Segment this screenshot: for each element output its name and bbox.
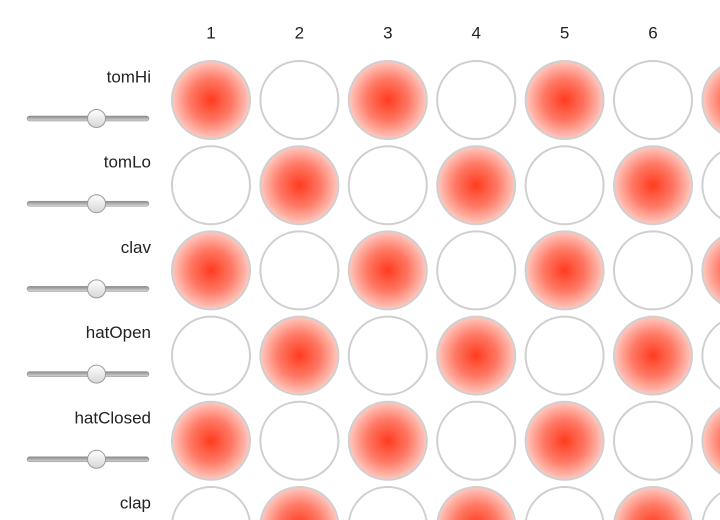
step-pad[interactable] bbox=[259, 486, 339, 520]
step-pad[interactable] bbox=[347, 400, 428, 481]
step-pad[interactable] bbox=[171, 486, 251, 520]
step-pad[interactable] bbox=[436, 486, 516, 520]
step-pad[interactable] bbox=[436, 145, 517, 226]
step-pad[interactable] bbox=[701, 146, 720, 224]
step-pad[interactable] bbox=[171, 60, 251, 140]
volume-slider-knob[interactable] bbox=[87, 364, 107, 384]
step-pad[interactable] bbox=[524, 400, 605, 481]
step-pad[interactable] bbox=[524, 230, 605, 311]
track-name: tomLo bbox=[104, 153, 151, 172]
track-name: clap bbox=[120, 493, 151, 512]
step-pad[interactable] bbox=[436, 315, 517, 396]
step-pad[interactable] bbox=[613, 145, 693, 226]
step-pad[interactable] bbox=[171, 230, 251, 311]
step-pad[interactable] bbox=[701, 487, 720, 520]
step-pad[interactable] bbox=[259, 60, 340, 140]
step-pad[interactable] bbox=[701, 402, 720, 480]
step-pad[interactable] bbox=[347, 145, 428, 226]
step-pad[interactable] bbox=[613, 315, 693, 396]
step-pad[interactable] bbox=[701, 317, 720, 395]
volume-slider-knob[interactable] bbox=[87, 279, 107, 299]
column-header: 4 bbox=[471, 23, 480, 42]
step-pad[interactable] bbox=[171, 400, 251, 481]
step-pad[interactable] bbox=[524, 315, 605, 396]
step-pad[interactable] bbox=[436, 230, 517, 311]
step-pad[interactable] bbox=[348, 486, 428, 520]
step-pad[interactable] bbox=[613, 60, 693, 140]
track-name: hatClosed bbox=[74, 408, 151, 427]
step-pad[interactable] bbox=[613, 230, 693, 311]
step-pad[interactable] bbox=[524, 60, 605, 140]
step-pad[interactable] bbox=[171, 315, 251, 396]
track-name: tomHi bbox=[107, 67, 151, 86]
step-pad[interactable] bbox=[701, 61, 720, 139]
step-pad[interactable] bbox=[701, 231, 720, 309]
step-pad[interactable] bbox=[259, 315, 340, 396]
step-pad[interactable] bbox=[613, 400, 693, 481]
step-pad[interactable] bbox=[436, 60, 517, 140]
step-pad[interactable] bbox=[171, 145, 251, 226]
step-pad[interactable] bbox=[613, 486, 693, 520]
volume-slider-knob[interactable] bbox=[87, 109, 107, 128]
step-pad[interactable] bbox=[259, 145, 340, 226]
column-header: 1 bbox=[206, 23, 215, 42]
track-name: hatOpen bbox=[86, 323, 151, 342]
step-pad[interactable] bbox=[347, 60, 428, 140]
step-pad[interactable] bbox=[259, 400, 340, 481]
volume-slider-knob[interactable] bbox=[87, 194, 107, 214]
step-pad[interactable] bbox=[259, 230, 340, 311]
step-pad[interactable] bbox=[436, 400, 517, 481]
step-pad[interactable] bbox=[347, 315, 428, 396]
step-pad[interactable] bbox=[347, 230, 428, 311]
step-pad[interactable] bbox=[524, 145, 605, 226]
track-name: clav bbox=[121, 238, 152, 257]
step-pad[interactable] bbox=[525, 486, 605, 520]
column-header: 2 bbox=[295, 23, 304, 42]
column-header: 5 bbox=[560, 23, 569, 42]
column-header: 3 bbox=[383, 23, 392, 42]
volume-slider-knob[interactable] bbox=[87, 449, 107, 469]
column-header: 6 bbox=[648, 23, 657, 42]
